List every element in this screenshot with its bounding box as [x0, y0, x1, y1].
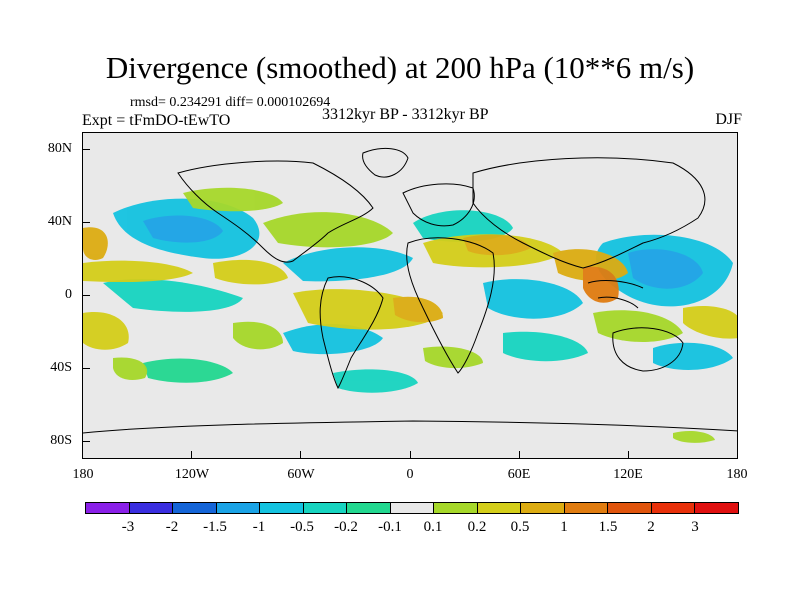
africa-coast [406, 237, 495, 374]
x-label-120w: 120W [174, 467, 210, 482]
colorbar-label: -3 [121, 519, 135, 535]
x-tick [300, 451, 301, 459]
neg-blob [283, 247, 413, 282]
colorbar-swatch [521, 503, 565, 513]
colorbar [85, 502, 739, 514]
neg-blob [143, 358, 233, 383]
greenland-coast [362, 147, 409, 178]
colorbar-label: -2 [165, 519, 179, 535]
pos-blob [233, 321, 283, 350]
pos-blob [393, 296, 443, 323]
plot-title: Divergence (smoothed) at 200 hPa (10**6 … [105, 50, 695, 85]
y-tick [82, 441, 90, 442]
neg-blob [333, 369, 418, 393]
neg-blob [503, 331, 588, 362]
colorbar-label: -0.2 [334, 519, 358, 535]
colorbar-label: 0.1 [423, 519, 443, 535]
x-label-0: 0 [406, 467, 414, 482]
map-panel [82, 132, 738, 459]
colorbar-swatch [695, 503, 738, 513]
pos-blob [113, 357, 148, 380]
north-america-coast [177, 160, 374, 263]
y-label-40n: 40N [47, 214, 72, 229]
pos-blob [683, 306, 737, 339]
pos-blob [83, 227, 108, 260]
x-tick [737, 451, 738, 459]
colorbar-label: 1.5 [598, 519, 618, 535]
colorbar-swatch [390, 503, 435, 513]
period-label: 3312kyr BP - 3312kyr BP [322, 106, 489, 123]
colorbar-swatch [173, 503, 217, 513]
europe-coast [402, 183, 475, 227]
pos-blob [593, 310, 683, 342]
x-label-180e: 180 [726, 467, 748, 482]
positive-anomalies [83, 187, 737, 443]
y-tick [82, 222, 90, 223]
asia-coast [472, 157, 706, 269]
pos-blob [583, 266, 619, 303]
y-label-80n: 80N [47, 141, 72, 156]
experiment-label: Expt = tFmDO-tEwTO [82, 112, 231, 129]
colorbar-swatch [651, 503, 696, 513]
pos-blob [183, 187, 283, 212]
y-tick [82, 368, 90, 369]
colorbar-label: 0.2 [467, 519, 487, 535]
y-tick [82, 295, 90, 296]
colorbar-swatch [608, 503, 652, 513]
x-label-180w: 180 [72, 467, 94, 482]
pos-blob [83, 260, 193, 283]
y-label-40s: 40S [50, 360, 72, 375]
stats-line: rmsd= 0.234291 diff= 0.000102694 [130, 95, 331, 110]
colorbar-label: 3 [691, 519, 699, 535]
x-tick [628, 451, 629, 459]
colorbar-swatch [86, 503, 130, 513]
colorbar-label: 1 [560, 519, 568, 535]
pos-blob [423, 346, 483, 369]
neg-blob [483, 279, 583, 319]
x-tick [519, 451, 520, 459]
neg-blob [628, 249, 703, 289]
colorbar-label: -1 [252, 519, 266, 535]
x-label-60w: 60W [287, 467, 315, 482]
neg-blob [143, 215, 223, 243]
colorbar-swatch [477, 503, 522, 513]
australia-coast [612, 327, 684, 372]
colorbar-swatch [216, 503, 261, 513]
colorbar-swatch [260, 503, 304, 513]
coastlines [83, 147, 737, 434]
divergence-map [83, 147, 737, 443]
x-tick [410, 451, 411, 459]
x-label-60e: 60E [507, 467, 531, 482]
y-label-80s: 80S [50, 433, 72, 448]
neg-blob [413, 210, 513, 242]
colorbar-label: -1.5 [203, 519, 227, 535]
negative-anomalies [103, 198, 733, 393]
colorbar-label: 2 [647, 519, 655, 535]
x-label-120e: 120E [613, 467, 643, 482]
colorbar-swatch [434, 503, 478, 513]
colorbar-label: 0.5 [510, 519, 530, 535]
pos-blob [213, 259, 288, 285]
south-america-coast [319, 276, 384, 390]
colorbar-label: -0.5 [290, 519, 314, 535]
y-tick [82, 149, 90, 150]
colorbar-label: -0.1 [378, 519, 402, 535]
x-tick [191, 451, 192, 459]
y-label-0: 0 [65, 287, 72, 302]
colorbar-swatch [303, 503, 348, 513]
neg-blob [103, 278, 243, 312]
colorbar-swatch [347, 503, 391, 513]
maritime-continent [587, 280, 644, 309]
pos-blob [83, 312, 129, 350]
x-tick [82, 451, 83, 459]
pos-blob [673, 430, 715, 443]
colorbar-swatch [129, 503, 174, 513]
colorbar-swatch [564, 503, 609, 513]
antarctica-coast [83, 420, 737, 434]
neg-blob [653, 342, 733, 370]
pos-blob [463, 234, 531, 256]
season-label: DJF [715, 111, 742, 128]
pos-blob [263, 212, 393, 248]
